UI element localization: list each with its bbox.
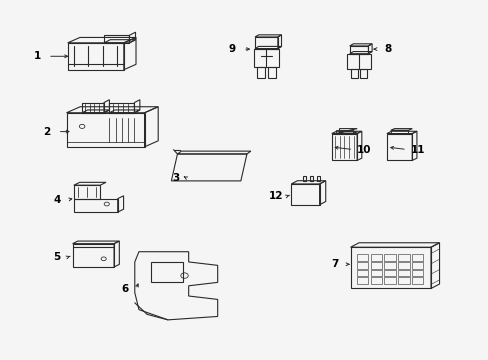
- Bar: [397, 262, 408, 269]
- Bar: [370, 262, 382, 269]
- Bar: [411, 254, 422, 261]
- Bar: [384, 278, 395, 284]
- Bar: [370, 254, 382, 261]
- Bar: [384, 254, 395, 261]
- Bar: [370, 270, 382, 276]
- Text: 12: 12: [268, 191, 283, 201]
- Bar: [411, 270, 422, 276]
- Bar: [390, 130, 407, 134]
- Text: 5: 5: [53, 252, 61, 262]
- Text: 4: 4: [53, 195, 61, 205]
- Text: 2: 2: [43, 127, 51, 136]
- Bar: [356, 278, 368, 284]
- Text: 7: 7: [330, 259, 338, 269]
- Text: 1: 1: [34, 51, 41, 61]
- Bar: [384, 262, 395, 269]
- Text: 10: 10: [356, 144, 370, 154]
- Bar: [356, 270, 368, 276]
- Text: 6: 6: [121, 284, 128, 294]
- Bar: [335, 130, 353, 134]
- Bar: [370, 278, 382, 284]
- Text: 3: 3: [172, 173, 180, 183]
- Text: 9: 9: [228, 44, 235, 54]
- Bar: [411, 262, 422, 269]
- Bar: [397, 270, 408, 276]
- Text: 11: 11: [409, 144, 424, 154]
- Bar: [411, 278, 422, 284]
- Bar: [397, 254, 408, 261]
- Bar: [356, 262, 368, 269]
- Text: 8: 8: [384, 44, 391, 54]
- Bar: [384, 270, 395, 276]
- Bar: [397, 278, 408, 284]
- Bar: [356, 254, 368, 261]
